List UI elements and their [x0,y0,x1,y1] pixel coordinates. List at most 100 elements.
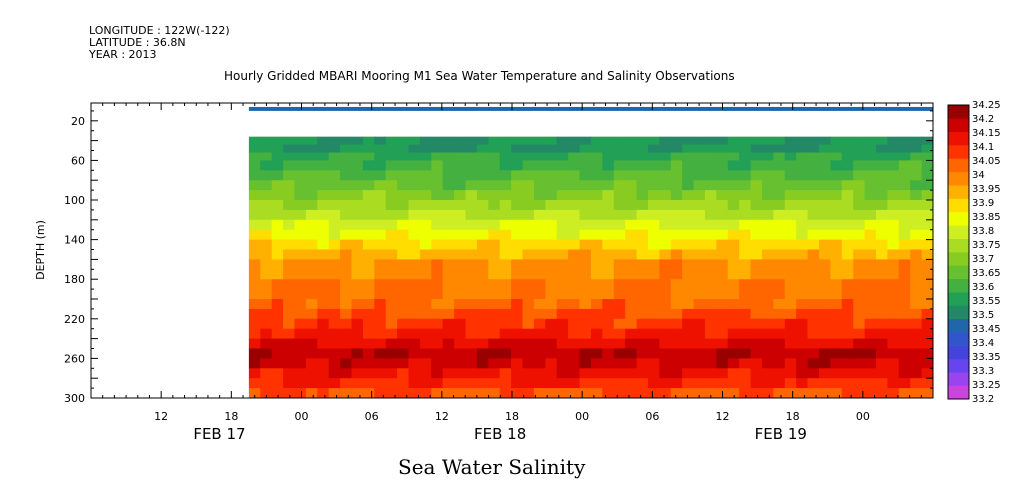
field-cell [465,144,478,154]
field-cell [887,249,900,261]
field-cell [340,358,353,369]
field-cell [340,200,353,211]
field-cell [647,368,660,379]
field-cell [613,160,626,171]
field-cell [864,170,877,181]
field-cell [887,328,900,340]
field-cell [910,160,923,171]
field-cell [488,239,501,251]
field-cell [351,328,364,340]
field-cell [283,170,296,181]
field-cell [670,338,683,350]
colorbar-swatch [948,131,969,146]
field-cell [362,160,375,171]
field-cell [351,190,364,201]
field-cell [317,279,330,300]
field-cell [260,328,273,340]
field-cell [716,358,729,369]
field-cell [864,388,877,398]
field-cell [454,152,467,162]
field-cell [431,358,444,369]
field-cell [647,299,660,310]
field-cell [670,190,683,201]
colorbar-label: 33.85 [972,212,1001,223]
field-cell [761,308,774,320]
field-cell [283,229,296,241]
field-cell [727,348,740,359]
field-cell [682,170,695,181]
field-cell [260,219,273,231]
field-cell [727,299,740,310]
field-cell [340,259,353,280]
field-cell [533,239,546,251]
x-date-label: FEB 19 [755,425,807,443]
field-cell [294,358,307,369]
field-cell [533,378,546,389]
field-cell [784,388,797,398]
field-cell [260,144,273,154]
colorbar-swatch [948,252,969,266]
field-cell [317,318,330,330]
field-cell [910,348,923,359]
field-cell [465,190,478,201]
field-cell [522,200,535,211]
field-cell [761,368,774,379]
field-cell [294,180,307,191]
field-cell [727,358,740,369]
field-cell [761,348,774,359]
colorbar-swatch [948,171,969,186]
field-cell [522,170,535,181]
field-cell [796,180,809,191]
field-cell [408,180,421,191]
field-cell [796,378,809,389]
field-cell [283,190,296,201]
field-cell [465,279,478,300]
field-cell [887,388,900,398]
field-cell [818,259,831,280]
field-cell [613,180,626,191]
field-cell [716,348,729,359]
field-cell [397,279,410,300]
field-cell [271,388,284,398]
field-cell [625,368,638,379]
field-cell [499,160,512,171]
field-cell [830,249,843,261]
field-cell [807,144,820,154]
field-cell [647,378,660,389]
field-cell [556,308,569,320]
field-cell [476,368,489,379]
field-cell [659,378,672,389]
field-cell [283,328,296,340]
colorbar: 33.233.2533.333.3533.433.4533.533.5533.6… [947,100,1001,405]
field-cell [682,160,695,171]
field-cell [670,378,683,389]
field-cell [465,229,478,241]
field-cell [704,239,717,251]
field-cell [351,219,364,231]
field-cell [864,239,877,251]
field-cell [556,239,569,251]
field-cell [807,160,820,171]
field-cell [374,200,387,211]
field-cell [830,136,843,146]
field-cell [408,378,421,389]
field-cell [556,378,569,389]
field-cell [568,136,581,146]
field-cell [704,152,717,162]
field-cell [602,190,615,201]
field-cell [248,170,261,181]
field-cell [625,308,638,320]
field-cell [818,152,831,162]
field-cell [556,328,569,340]
field-cell [910,358,923,369]
field-cell [385,259,398,280]
field-cell [545,209,558,221]
field-cell [362,219,375,231]
x-tick-label: 06 [645,410,659,423]
field-cell [910,144,923,154]
field-cell [853,209,866,221]
field-cell [408,170,421,181]
field-cell [784,338,797,350]
field-cell [875,299,888,310]
field-cell [476,358,489,369]
